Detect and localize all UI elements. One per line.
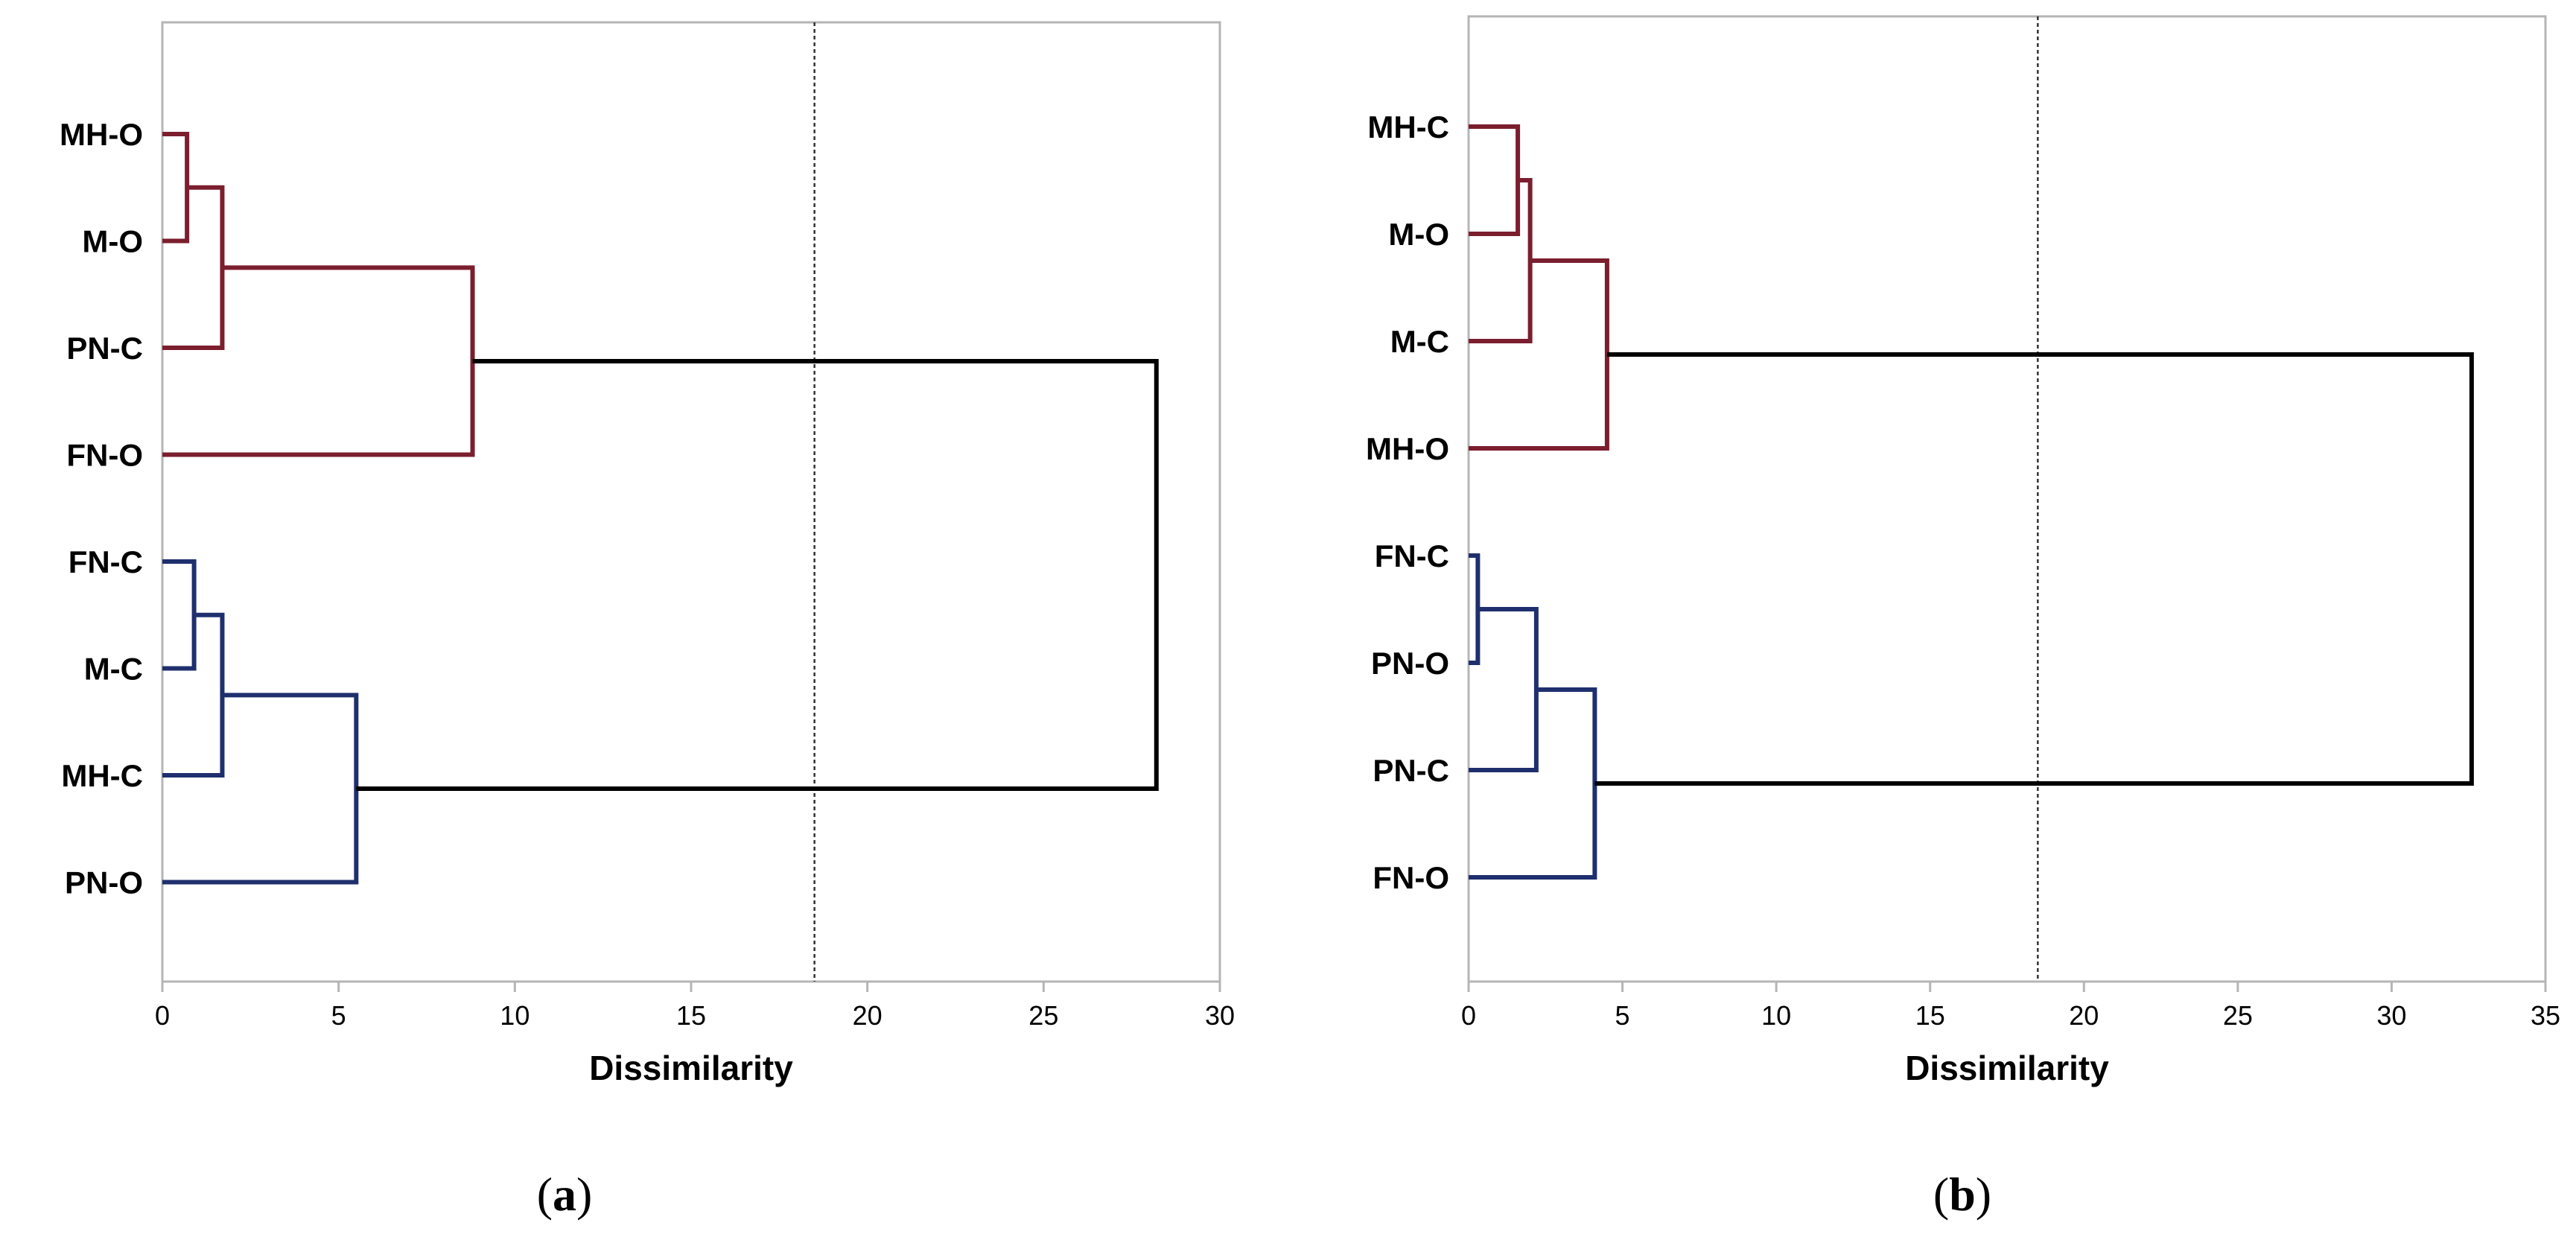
dendrogram-link [1469,124,1521,236]
x-tick-label: 5 [1615,1000,1630,1031]
leaf-label: FN-O [66,438,143,473]
leaf-label: PN-C [66,331,143,366]
leaf-label: MH-C [61,758,143,793]
leaf-label: M-C [1390,324,1449,359]
x-tick-label: 20 [853,1000,882,1031]
dendrogram-link [162,185,225,350]
caption-letter: b [1949,1168,1976,1221]
caption-close-paren: ) [576,1168,592,1221]
caption-open-paren: ( [537,1168,553,1221]
leaf-label: MH-O [60,117,143,152]
leaf-label: M-O [82,224,143,259]
panel-caption: (b) [1933,1168,1991,1221]
x-tick-label: 5 [331,1000,346,1031]
x-tick-label: 15 [676,1000,706,1031]
leaf-label: FN-O [1373,860,1449,895]
caption-open-paren: ( [1933,1168,1949,1221]
dendrogram-link [162,693,359,885]
leaf-label: M-C [84,652,143,687]
x-tick-label: 25 [2223,1000,2253,1031]
caption-close-paren: ) [1976,1168,1991,1221]
leaf-label: PN-O [65,865,143,900]
leaf-label: MH-O [1366,431,1449,466]
x-tick-label: 20 [2069,1000,2099,1031]
dendrogram-link [1469,178,1533,343]
leaf-label: FN-C [1375,538,1449,573]
leaf-label: FN-C [69,544,143,579]
x-tick-label: 25 [1028,1000,1058,1031]
plot-frame [1467,15,2547,983]
x-tick-label: 0 [155,1000,170,1031]
leaf-label: M-O [1388,217,1449,252]
x-axis-title: Dissimilarity [589,1049,793,1087]
dendrogram-panel-a: 0 5 10 15 20 25 30 Dissimilarity MH-O M-O PN-C FN-O… [60,21,1235,1221]
x-tick-label: 30 [1205,1000,1235,1031]
x-tick-label: 15 [1915,1000,1945,1031]
dendrogram-link [162,265,475,457]
panel-caption: (a) [537,1168,593,1221]
x-tick-label: 0 [1461,1000,1476,1031]
dendrogram-link [1469,553,1481,665]
dendrogram-link [356,358,1159,791]
leaf-label: MH-C [1367,109,1449,144]
dendrogram-link [1469,258,1609,451]
x-tick-label: 10 [500,1000,529,1031]
x-axis-title: Dissimilarity [1905,1049,2109,1087]
x-tick-label: 10 [1761,1000,1791,1031]
leaf-label: PN-O [1371,646,1449,681]
dendrogram-link [1469,687,1597,880]
leaf-label: PN-C [1373,753,1449,788]
dendrogram-panel-b: 0 5 10 15 20 25 30 35 Dissimilarity MH-C M-O M-C MH-… [1366,15,2560,1221]
caption-letter: a [553,1168,576,1221]
dendrogram-link [1469,607,1539,772]
plot-frame [161,21,1221,983]
dendrogram-link [162,132,190,244]
dendrogram-link [1594,352,2474,786]
dendrogram-link [162,559,197,671]
x-tick-label: 30 [2376,1000,2406,1031]
x-tick-label: 35 [2531,1000,2560,1031]
